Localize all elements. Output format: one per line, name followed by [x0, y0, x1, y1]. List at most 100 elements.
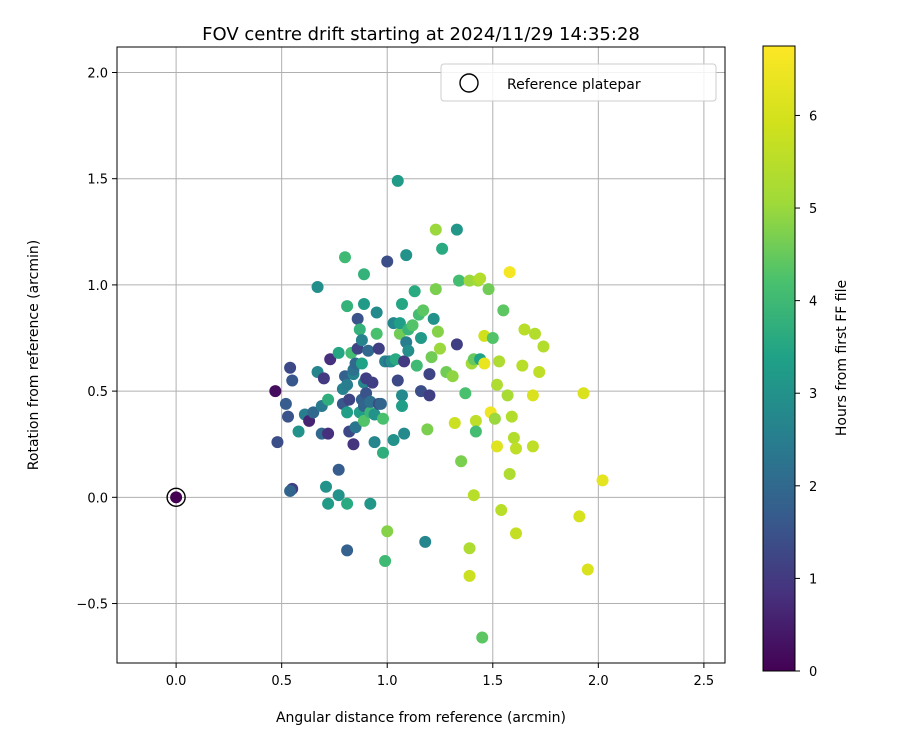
- legend-box: [440, 63, 717, 102]
- data-point: [362, 344, 375, 357]
- data-point: [533, 365, 546, 378]
- data-point: [537, 340, 550, 353]
- data-point: [279, 397, 292, 410]
- data-point: [341, 544, 354, 557]
- data-point: [358, 268, 370, 281]
- data-point: [332, 463, 345, 476]
- y-axis-label: Rotation from reference (arcmin): [26, 240, 42, 470]
- data-point: [341, 497, 354, 510]
- data-point: [518, 323, 531, 336]
- data-point: [474, 272, 487, 285]
- data-point: [497, 304, 510, 317]
- data-point: [398, 427, 411, 440]
- data-point: [347, 438, 360, 451]
- data-point: [455, 455, 468, 468]
- data-point: [596, 474, 609, 487]
- data-point: [446, 370, 459, 383]
- data-point: [501, 389, 514, 402]
- colorbar-tick-label: 2: [809, 480, 817, 495]
- data-point: [467, 489, 480, 502]
- data-point: [516, 359, 529, 372]
- data-point: [402, 344, 415, 357]
- y-tick-label: −0.5: [76, 598, 108, 613]
- data-point: [577, 387, 590, 400]
- data-point: [307, 406, 320, 419]
- data-point: [450, 223, 463, 236]
- colorbar-label: Hours from first FF file: [834, 280, 850, 436]
- data-point: [421, 423, 434, 436]
- data-point: [391, 374, 404, 387]
- data-point: [368, 436, 381, 449]
- data-point: [282, 410, 294, 423]
- x-tick-label: 1.0: [377, 674, 398, 689]
- data-point: [284, 361, 297, 374]
- x-axis-ticks: 0.0 0.5 1.0 1.5 2.0 2.5: [166, 663, 714, 689]
- data-point: [526, 389, 539, 402]
- data-point: [343, 393, 356, 406]
- data-point: [355, 334, 368, 347]
- data-point: [374, 397, 387, 410]
- data-point: [427, 312, 440, 325]
- data-point: [400, 249, 413, 262]
- reference-point-fill: [170, 491, 183, 504]
- data-point: [529, 327, 541, 340]
- data-point: [503, 266, 516, 279]
- data-point: [510, 442, 522, 455]
- data-point: [320, 480, 332, 493]
- data-point: [415, 332, 427, 345]
- data-point: [358, 298, 370, 311]
- data-point: [366, 376, 379, 389]
- data-point: [396, 389, 408, 402]
- data-point: [510, 527, 522, 540]
- data-point: [507, 431, 520, 444]
- data-point: [377, 446, 389, 459]
- data-point: [324, 353, 337, 366]
- data-point: [486, 332, 499, 345]
- data-point: [491, 378, 503, 391]
- data-point: [286, 374, 299, 387]
- data-point: [370, 306, 383, 319]
- data-point: [425, 351, 438, 364]
- colorbar-tick-label: 5: [809, 202, 817, 217]
- data-point: [488, 412, 501, 425]
- data-point: [351, 312, 364, 325]
- data-point: [396, 298, 408, 311]
- data-point: [355, 357, 368, 370]
- legend-label: Reference platepar: [507, 77, 641, 93]
- data-point: [391, 174, 404, 187]
- data-point: [381, 255, 394, 268]
- plot-frame: [116, 46, 726, 664]
- data-point: [269, 385, 282, 398]
- y-axis-ticks: −0.5 0.0 0.5 1.0 1.5 2.0: [76, 66, 117, 613]
- data-point: [423, 368, 436, 381]
- data-point: [284, 484, 297, 497]
- data-point: [491, 440, 503, 453]
- colorbar-tick-label: 4: [809, 295, 817, 310]
- data-point: [463, 542, 476, 555]
- data-point: [341, 406, 354, 419]
- colorbar-tick-label: 1: [809, 572, 817, 587]
- data-point: [317, 372, 330, 385]
- data-point: [450, 338, 463, 351]
- data-point: [322, 393, 335, 406]
- data-point: [358, 414, 370, 427]
- data-point: [419, 535, 432, 548]
- data-point: [526, 440, 539, 453]
- data-points: [269, 174, 609, 644]
- grid-lines: [117, 47, 725, 663]
- data-point: [463, 274, 476, 287]
- data-point: [372, 342, 385, 355]
- data-point: [406, 319, 419, 332]
- data-point: [469, 425, 482, 438]
- x-tick-label: 0.5: [271, 674, 292, 689]
- legend-marker: [459, 73, 479, 93]
- data-point: [311, 281, 324, 294]
- data-point: [408, 285, 421, 298]
- data-point: [417, 304, 430, 317]
- data-point: [370, 327, 383, 340]
- data-point: [436, 242, 449, 255]
- data-point: [341, 378, 354, 391]
- data-point: [364, 497, 377, 510]
- data-point: [459, 387, 472, 400]
- y-tick-label: 1.5: [87, 173, 108, 188]
